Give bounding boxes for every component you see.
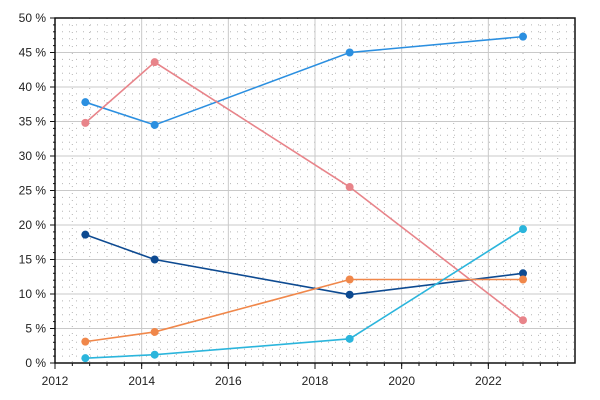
y-tick-label: 45 % [19, 46, 47, 60]
x-tick-label: 2022 [475, 374, 502, 388]
y-tick-label: 25 % [19, 184, 47, 198]
series-2-point [150, 58, 159, 67]
y-tick-label: 15 % [19, 253, 47, 267]
series-4-point [81, 337, 90, 346]
x-axis-tick-labels: 2012 2014 2016 2018 2020 2022 [42, 374, 502, 388]
series-4-line [85, 278, 523, 343]
series-layer [81, 32, 527, 363]
major-grid [54, 17, 575, 364]
series-5 [81, 225, 527, 363]
series-3-point [519, 269, 527, 278]
y-tick-label: 35 % [19, 115, 47, 129]
y-tick-label: 30 % [19, 149, 47, 163]
x-tick-label: 2012 [42, 374, 69, 388]
series-2-point [519, 316, 527, 325]
y-tick-label: 20 % [19, 218, 47, 232]
series-1-point [519, 32, 527, 41]
series-5-point [345, 334, 354, 343]
series-3-line [85, 233, 524, 296]
series-2 [81, 58, 527, 325]
series-4-point [345, 275, 354, 284]
series-3-point [345, 290, 354, 299]
x-tick-label: 2014 [128, 374, 155, 388]
x-tick-label: 2020 [388, 374, 415, 388]
series-4-point [150, 327, 159, 336]
y-tick-label: 5 % [25, 322, 46, 336]
y-tick-label: 0 % [25, 356, 46, 370]
series-2-line [84, 61, 524, 321]
series-5-point [150, 350, 159, 359]
axis-ticks [50, 17, 559, 369]
series-3-point [150, 255, 159, 264]
series-3-point [81, 230, 90, 239]
y-tick-label: 40 % [19, 80, 47, 94]
series-1 [81, 32, 527, 129]
series-3 [81, 230, 527, 299]
y-tick-label: 50 % [19, 11, 47, 25]
series-5-point [81, 354, 90, 363]
series-1-point [81, 98, 90, 107]
y-axis-tick-labels: 0 % 5 % 10 % 15 % 20 % 25 % 30 % 35 % 40 % 45 % 50… [19, 11, 47, 370]
x-tick-label: 2018 [302, 374, 329, 388]
series-5-line [85, 228, 524, 359]
series-5-point [519, 225, 527, 234]
x-tick-label: 2016 [215, 374, 242, 388]
series-1-point [345, 48, 354, 57]
series-1-point [150, 120, 159, 129]
y-tick-label: 10 % [19, 287, 47, 301]
series-4-point [519, 275, 527, 284]
series-2-point [81, 118, 90, 127]
series-2-point [345, 183, 354, 192]
series-1-line [85, 35, 524, 126]
series-4 [81, 275, 527, 346]
